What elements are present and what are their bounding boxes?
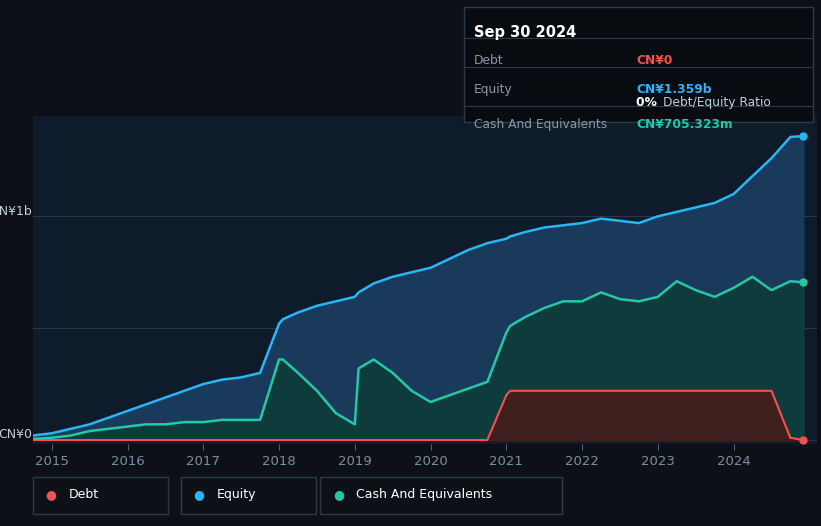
Text: Cash And Equivalents: Cash And Equivalents <box>474 118 607 131</box>
Text: ●: ● <box>45 488 57 501</box>
Text: CN¥0: CN¥0 <box>636 54 672 67</box>
Text: ●: ● <box>333 488 344 501</box>
Text: CN¥0: CN¥0 <box>0 428 32 441</box>
Text: Sep 30 2024: Sep 30 2024 <box>474 25 576 40</box>
Text: Cash And Equivalents: Cash And Equivalents <box>356 488 493 501</box>
Text: Equity: Equity <box>217 488 256 501</box>
Text: Debt: Debt <box>474 54 503 67</box>
Text: Debt: Debt <box>69 488 99 501</box>
Text: CN¥1.359b: CN¥1.359b <box>636 83 712 96</box>
Text: ●: ● <box>193 488 204 501</box>
Text: Debt/Equity Ratio: Debt/Equity Ratio <box>663 96 770 109</box>
Text: CN¥1b: CN¥1b <box>0 205 32 218</box>
Text: 0%: 0% <box>636 96 662 109</box>
Text: Equity: Equity <box>474 83 512 96</box>
Text: CN¥705.323m: CN¥705.323m <box>636 118 733 131</box>
